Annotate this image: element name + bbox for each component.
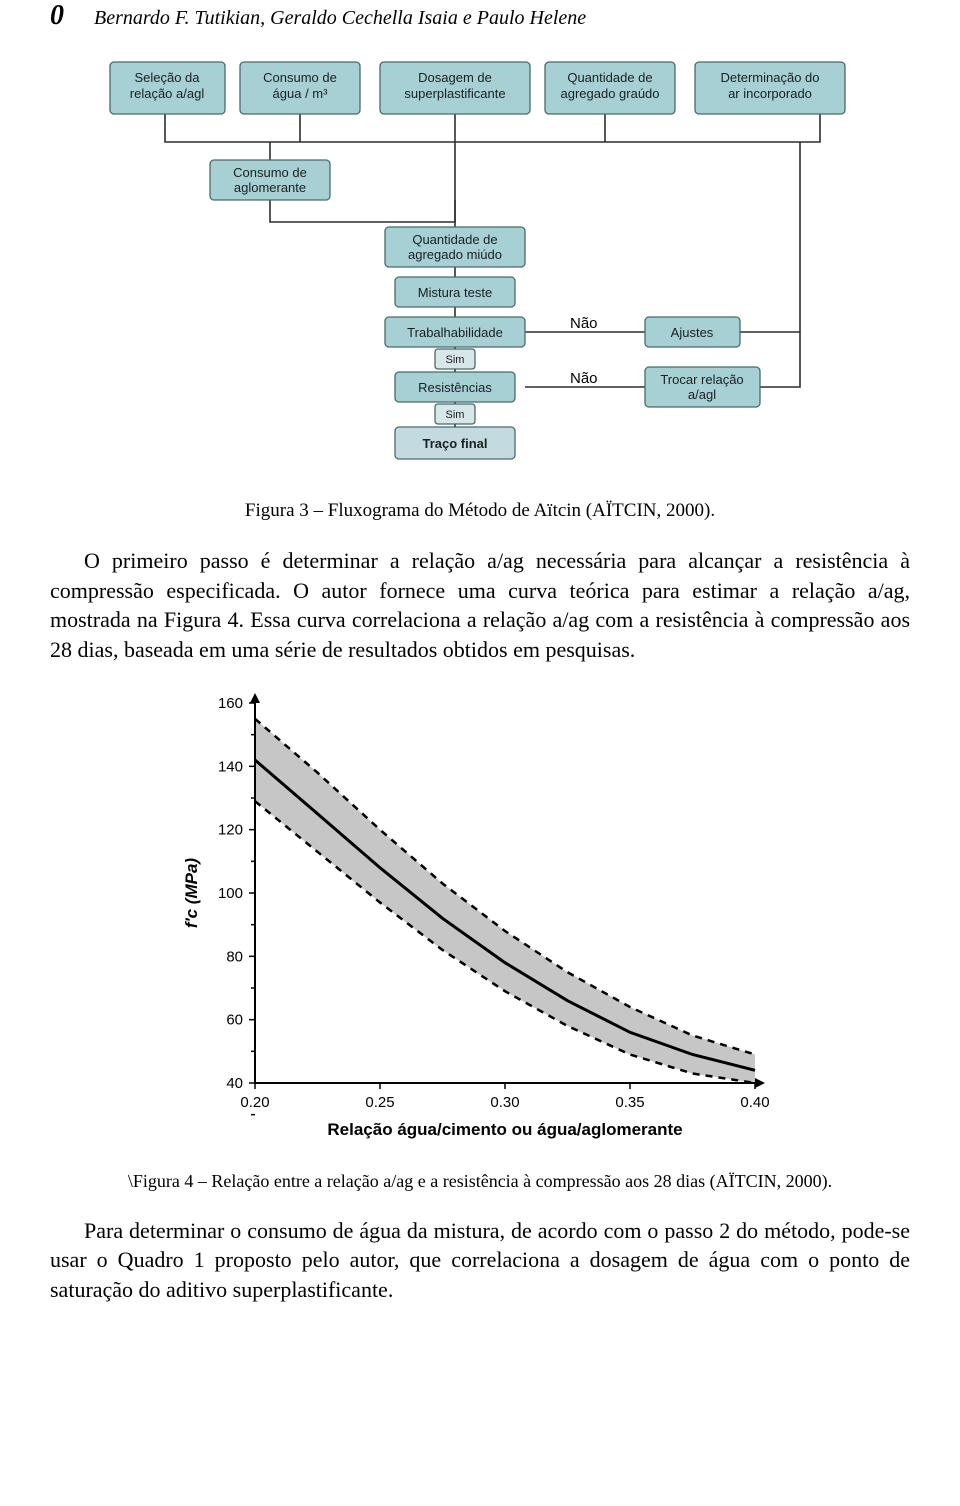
svg-text:Relação água/cimento ou água/a: Relação água/cimento ou água/aglomerante [327,1120,682,1139]
chart-svg: 40 60 80 100 120 140 160 0.20 0.25 0.30 0.35 0.40 f'… [160,683,800,1153]
svg-text:água / m³: água / m³ [273,86,329,101]
fc-node-selecao: Seleção da relação a/agl [110,62,225,114]
svg-text:0.25: 0.25 [365,1094,394,1111]
svg-text:ar incorporado: ar incorporado [728,86,812,101]
svg-text:0.35: 0.35 [615,1094,644,1111]
page-number: 0 [50,0,64,32]
svg-text:0.40: 0.40 [740,1094,769,1111]
flowchart-svg: Seleção da relação a/agl Consumo de água… [100,52,860,482]
svg-text:agregado miúdo: agregado miúdo [408,247,502,262]
svg-text:0.30: 0.30 [490,1094,519,1111]
svg-text:Quantidade de: Quantidade de [412,232,497,247]
svg-text:80: 80 [226,948,243,965]
fc-edge [165,114,820,142]
svg-text:Seleção da: Seleção da [134,70,200,85]
fc-node-ar-incorporado: Determinação do ar incorporado [695,62,845,114]
fc-node-resistencias: Resistências [395,372,515,402]
fc-label-nao-1: Não [570,315,598,332]
svg-text:Quantidade de: Quantidade de [567,70,652,85]
svg-text:agregado graúdo: agregado graúdo [560,86,659,101]
author-line: Bernardo F. Tutikian, Geraldo Cechella I… [94,7,586,30]
fc-label-nao-2: Não [570,370,598,387]
svg-text:100: 100 [218,885,243,902]
fc-node-consumo-agua: Consumo de água / m³ [240,62,360,114]
svg-text:Resistências: Resistências [418,380,492,395]
figure3-caption: Figura 3 – Fluxograma do Método de Aïtci… [50,500,910,522]
figure4-caption: \Figura 4 – Relação entre a relação a/ag… [50,1171,910,1192]
svg-text:Sim: Sim [446,409,465,421]
svg-text:Traço final: Traço final [422,436,487,451]
svg-text:Ajustes: Ajustes [671,325,714,340]
svg-text:aglomerante: aglomerante [234,180,306,195]
svg-text:40: 40 [226,1075,243,1092]
svg-text:Determinação do: Determinação do [721,70,820,85]
svg-text:a/agl: a/agl [688,387,716,402]
fc-node-agregado-graudo: Quantidade de agregado graúdo [545,62,675,114]
svg-text:Consumo de: Consumo de [233,165,307,180]
svg-text:140: 140 [218,758,243,775]
svg-text:Dosagem de: Dosagem de [418,70,492,85]
paragraph-2: Para determinar o consumo de água da mis… [50,1216,910,1305]
fc-edge [270,200,455,222]
svg-text:Mistura teste: Mistura teste [418,285,492,300]
fc-node-sim-1: Sim [435,349,475,369]
svg-text:Trocar relação: Trocar relação [660,372,743,387]
fc-edge [740,142,800,332]
fc-node-mistura-teste: Mistura teste [395,277,515,307]
fc-node-dosagem-super: Dosagem de superplastificante [380,62,530,114]
fc-node-sim-2: Sim [435,404,475,424]
svg-text:superplastificante: superplastificante [404,86,505,101]
paragraph-1: O primeiro passo é determinar a relação … [50,546,910,665]
fc-node-trocar-relacao: Trocar relação a/agl [645,367,760,407]
fc-node-traco-final: Traço final [395,427,515,459]
chart-figure: 40 60 80 100 120 140 160 0.20 0.25 0.30 0.35 0.40 f'… [160,683,800,1153]
flowchart-figure: Seleção da relação a/agl Consumo de água… [100,52,860,482]
page-header: 0 Bernardo F. Tutikian, Geraldo Cechella… [50,0,910,32]
svg-text:relação a/agl: relação a/agl [130,86,205,101]
svg-text:Trabalhabilidade: Trabalhabilidade [407,325,503,340]
svg-text:0.20: 0.20 [240,1094,269,1111]
fc-node-agregado-miudo: Quantidade de agregado miúdo [385,227,525,267]
svg-text:120: 120 [218,821,243,838]
svg-text:f'c (MPa): f'c (MPa) [182,857,201,927]
svg-text:60: 60 [226,1011,243,1028]
fc-node-ajustes: Ajustes [645,317,740,347]
svg-text:Sim: Sim [446,354,465,366]
fc-node-consumo-aglomerante: Consumo de aglomerante [210,160,330,200]
svg-text:Consumo de: Consumo de [263,70,337,85]
fc-node-trabalhabilidade: Trabalhabilidade [385,317,525,347]
svg-text:160: 160 [218,695,243,712]
